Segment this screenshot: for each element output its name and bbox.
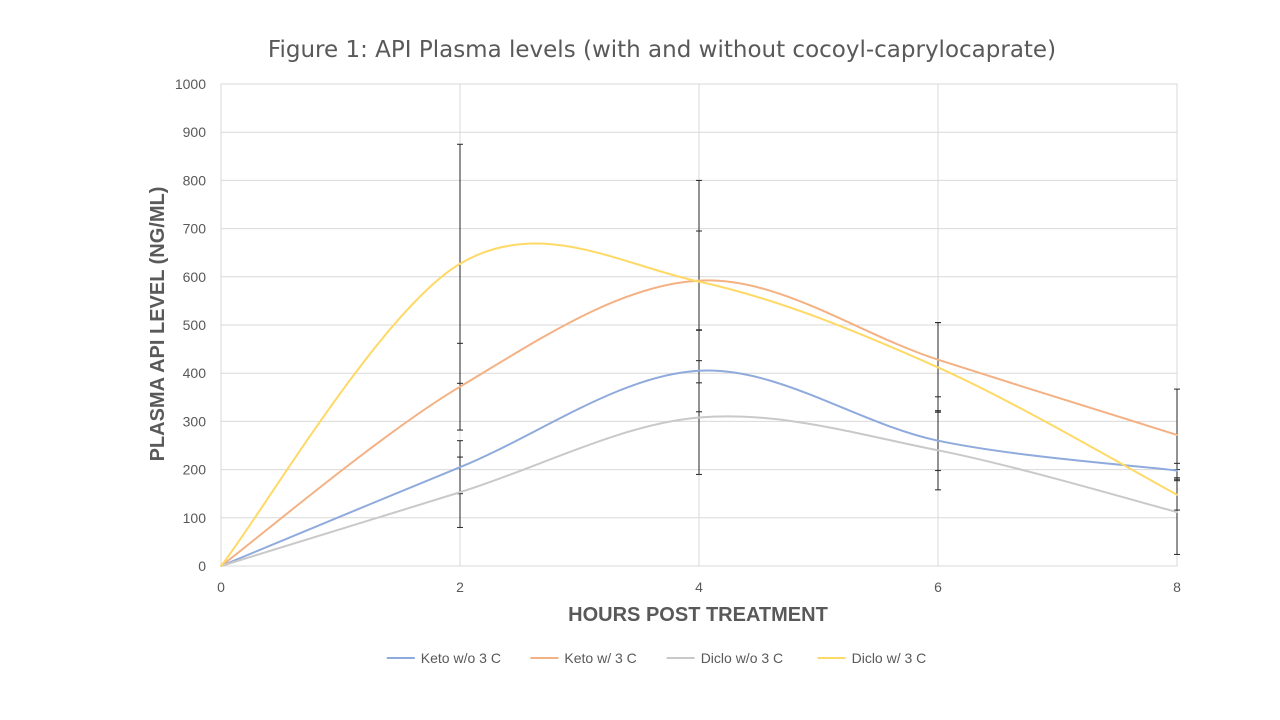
x-axis-label: HOURS POST TREATMENT	[568, 604, 828, 626]
series-lines	[220, 242, 1178, 567]
chart-title: Figure 1: API Plasma levels (with and wi…	[268, 37, 1056, 63]
series-line-4	[220, 242, 1178, 567]
legend-label: Keto w/ 3 C	[564, 650, 636, 666]
legend-label: Keto w/o 3 C	[421, 650, 501, 666]
series-line-1	[220, 369, 1178, 567]
x-tick-label: 4	[695, 579, 703, 595]
y-tick-label: 400	[183, 365, 207, 381]
y-tick-label: 800	[183, 172, 207, 188]
y-tick-label: 0	[198, 558, 206, 574]
y-tick-label: 900	[183, 124, 207, 140]
x-tick-label: 0	[217, 579, 225, 595]
x-tick-label: 6	[934, 579, 942, 595]
y-tick-label: 500	[183, 317, 207, 333]
legend-label: Diclo w/o 3 C	[701, 650, 783, 666]
x-tick-label: 8	[1173, 579, 1181, 595]
legend-item-4: Diclo w/ 3 C	[817, 650, 927, 666]
tick-labels: 0 100 200 300 400 500 600 700 800 900 1000 0 2 4 6 8	[175, 76, 1181, 595]
legend-item-1: Keto w/o 3 C	[386, 650, 501, 666]
y-axis-label: PLASMA API LEVEL (NG/ML)	[147, 187, 169, 462]
x-tick-label: 2	[456, 579, 464, 595]
y-tick-label: 1000	[175, 76, 206, 92]
legend-item-3: Diclo w/o 3 C	[666, 650, 783, 666]
y-tick-label: 200	[183, 462, 207, 478]
y-tick-label: 600	[183, 269, 207, 285]
error-bars	[457, 143, 1180, 555]
y-tick-label: 700	[183, 221, 207, 237]
plot-frame	[220, 83, 1178, 567]
y-tick-label: 300	[183, 413, 207, 429]
legend-label: Diclo w/ 3 C	[852, 650, 927, 666]
series-line-3	[220, 415, 1178, 567]
y-tick-label: 100	[183, 510, 207, 526]
legend: Keto w/o 3 C Keto w/ 3 C Diclo w/o 3 C Dicl…	[386, 650, 927, 666]
legend-item-2: Keto w/ 3 C	[530, 650, 637, 666]
